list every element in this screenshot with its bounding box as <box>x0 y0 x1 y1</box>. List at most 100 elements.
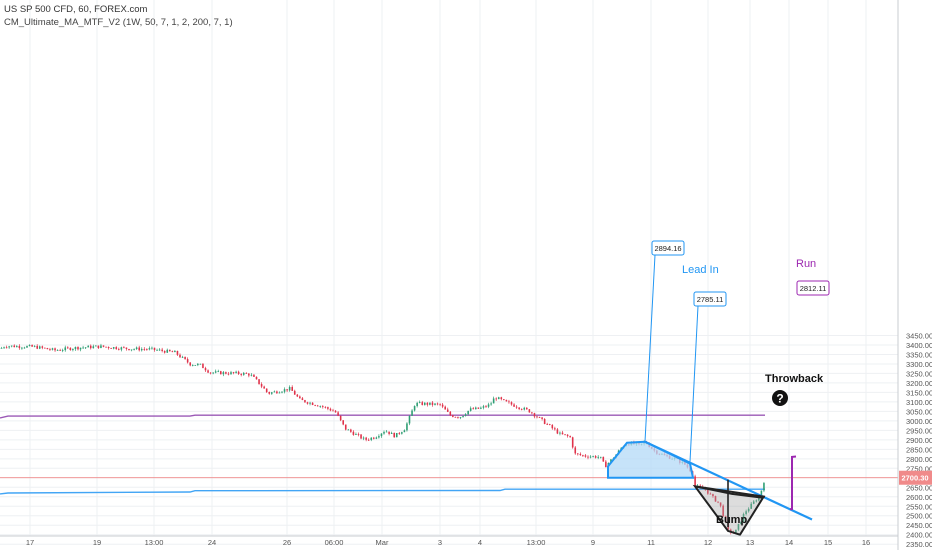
candle-body <box>138 347 140 351</box>
candle-body <box>118 349 120 350</box>
candle-body <box>10 345 13 347</box>
candle-body <box>742 514 745 522</box>
candle-body <box>597 456 599 458</box>
x-tick-label: 26 <box>283 538 291 547</box>
candle-body <box>482 406 485 408</box>
y-tick-label: 2600.00 <box>906 493 932 502</box>
candle-body <box>327 407 329 409</box>
candle-body <box>174 350 176 353</box>
candle-body <box>324 406 327 408</box>
candle-body <box>556 429 559 434</box>
candle-body <box>370 437 373 440</box>
candle-body <box>334 410 337 413</box>
candle-body <box>408 415 411 424</box>
candle-body <box>74 346 77 350</box>
candle-body <box>375 437 378 439</box>
candle-body <box>250 374 253 376</box>
candle-body <box>344 424 347 430</box>
candle-body <box>406 423 408 431</box>
candle-body <box>33 345 36 347</box>
candle-body <box>398 433 401 434</box>
candle-body <box>472 408 475 410</box>
candle-body <box>97 345 100 349</box>
bump-top-line <box>694 485 766 498</box>
candle-body <box>232 372 235 373</box>
candle-body <box>403 430 406 433</box>
candle-body <box>599 456 602 458</box>
candle-body <box>350 429 352 432</box>
throwback-label: Throwback <box>765 373 824 385</box>
candle-body <box>452 415 454 417</box>
x-tick-label: 15 <box>824 538 832 547</box>
x-tick-label: 19 <box>93 538 101 547</box>
candle-body <box>758 496 760 501</box>
candle-body <box>755 500 758 502</box>
candle-body <box>105 346 107 348</box>
question-icon: ? <box>772 390 788 406</box>
candle-body <box>107 346 110 349</box>
y-tick-label: 2750.00 <box>906 464 932 473</box>
candle-body <box>316 405 319 407</box>
candle-body <box>61 350 64 351</box>
candle-body <box>8 346 10 348</box>
candle-body <box>712 494 714 497</box>
x-tick-label: 3 <box>438 538 442 547</box>
candle-body <box>296 394 299 397</box>
candle-body <box>222 372 225 375</box>
candle-body <box>115 347 118 350</box>
candle-body <box>714 496 717 502</box>
run-price-callout-box <box>796 280 830 296</box>
candle-body <box>199 363 202 365</box>
y-tick-label: 3300.00 <box>906 360 932 369</box>
candle-body <box>253 374 255 377</box>
candle-body <box>112 347 115 349</box>
candle-body <box>79 347 82 350</box>
candle-body <box>56 350 59 351</box>
candle-body <box>130 349 133 351</box>
candle-body <box>526 407 528 410</box>
candle-body <box>220 371 222 375</box>
candle-body <box>533 413 536 417</box>
candle-body <box>23 347 26 349</box>
candle-body <box>378 436 380 438</box>
candle-body <box>237 371 240 374</box>
candle-body <box>189 362 191 366</box>
candle-body <box>258 379 260 385</box>
candle-body <box>268 392 271 394</box>
candle-body <box>582 455 584 456</box>
candle-body <box>28 345 31 347</box>
candle-body <box>579 453 582 456</box>
candle-body <box>288 386 291 391</box>
candle-body <box>462 415 464 418</box>
x-tick-label: 9 <box>591 538 595 547</box>
candle-body <box>352 431 355 435</box>
candle-body <box>186 359 189 363</box>
candle-body <box>551 424 554 429</box>
candle-body <box>454 416 457 418</box>
candle-body <box>169 349 171 352</box>
candle-body <box>227 373 230 375</box>
indicator-label: CM_Ultimate_MA_MTF_V2 (1W, 50, 7, 1, 2, … <box>4 17 233 28</box>
candle-body <box>283 389 286 392</box>
y-tick-label: 2500.00 <box>906 512 932 521</box>
candle-body <box>197 363 199 366</box>
candle-body <box>41 346 44 348</box>
candle-body <box>536 416 538 418</box>
candle-body <box>161 349 163 351</box>
candle-body <box>505 399 508 402</box>
lead-in-price-callout-box <box>651 240 685 256</box>
y-tick-label: 2650.00 <box>906 483 932 492</box>
candle-body <box>314 404 316 406</box>
candle-body <box>513 404 515 407</box>
candle-body <box>735 529 737 533</box>
candle-body <box>500 397 503 400</box>
candle-body <box>329 408 332 411</box>
ma-long-line <box>0 414 765 419</box>
candle-body <box>3 347 5 349</box>
candle-body <box>495 398 497 400</box>
y-tick-label: 3450.00 <box>906 331 932 340</box>
candle-body <box>135 347 138 350</box>
candle-body <box>510 402 513 405</box>
candle-body <box>548 424 551 425</box>
